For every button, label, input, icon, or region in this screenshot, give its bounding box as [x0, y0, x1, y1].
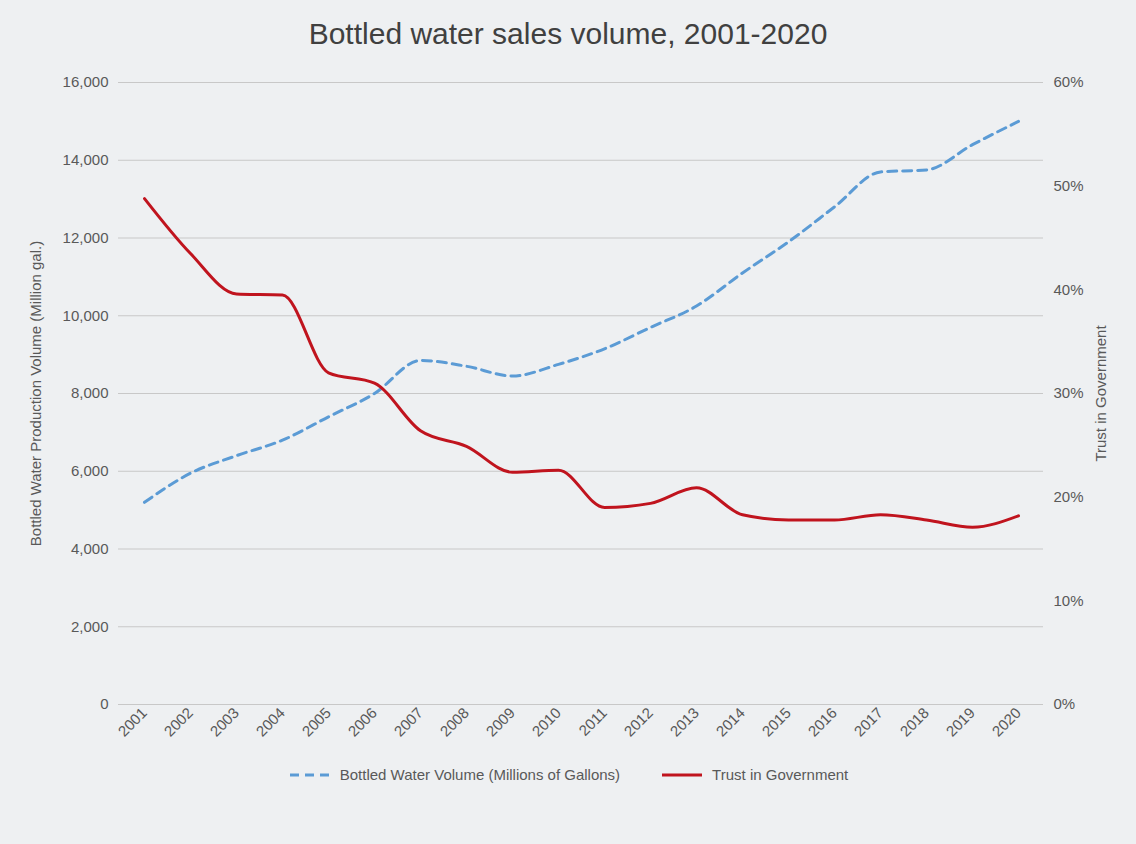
svg-text:2007: 2007 [390, 704, 426, 740]
svg-text:10%: 10% [1054, 592, 1084, 609]
svg-text:2001: 2001 [114, 704, 150, 740]
svg-text:2003: 2003 [206, 704, 242, 740]
svg-text:2020: 2020 [988, 704, 1024, 740]
html-text:Bottled Water Volume (Millions: Bottled Water Volume (Millions of Gallon… [339, 766, 621, 783]
svg-text:40%: 40% [1054, 281, 1084, 298]
svg-text:0: 0 [100, 695, 108, 712]
svg-text:2019: 2019 [942, 704, 978, 740]
svg-text:2008: 2008 [436, 704, 472, 740]
svg-text:60%: 60% [1054, 73, 1084, 90]
html-text:Bottled water sales volume, 20: Bottled water sales volume, 2001-2020 [308, 17, 828, 50]
svg-text:2006: 2006 [344, 704, 380, 740]
svg-text:8,000: 8,000 [71, 384, 109, 401]
svg-text:2015: 2015 [758, 704, 794, 740]
svg-text:2016: 2016 [804, 704, 840, 740]
svg-text:2012: 2012 [620, 704, 656, 740]
svg-text:16,000: 16,000 [63, 73, 109, 90]
svg-text:2013: 2013 [666, 704, 702, 740]
svg-text:20%: 20% [1054, 488, 1084, 505]
svg-text:2018: 2018 [896, 704, 932, 740]
svg-text:2,000: 2,000 [71, 618, 109, 635]
html-text:Trust in Government: Trust in Government [712, 766, 849, 783]
svg-text:2004: 2004 [252, 704, 288, 740]
svg-text:2009: 2009 [482, 704, 518, 740]
svg-text:2017: 2017 [850, 704, 886, 740]
svg-text:50%: 50% [1054, 177, 1084, 194]
svg-text:6,000: 6,000 [71, 462, 109, 479]
svg-text:14,000: 14,000 [63, 151, 109, 168]
svg-text:2011: 2011 [575, 704, 610, 739]
svg-text:0%: 0% [1054, 695, 1076, 712]
svg-text:10,000: 10,000 [63, 307, 109, 324]
svg-text:30%: 30% [1054, 384, 1084, 401]
svg-text:2005: 2005 [298, 704, 334, 740]
svg-text:Bottled Water Production Volum: Bottled Water Production Volume (Million… [27, 241, 44, 546]
svg-text:2010: 2010 [528, 704, 564, 740]
svg-text:2014: 2014 [712, 704, 748, 740]
svg-text:2002: 2002 [160, 704, 196, 740]
svg-text:4,000: 4,000 [71, 540, 109, 557]
svg-text:12,000: 12,000 [63, 229, 109, 246]
svg-text:Trust in Government: Trust in Government [1092, 325, 1109, 462]
